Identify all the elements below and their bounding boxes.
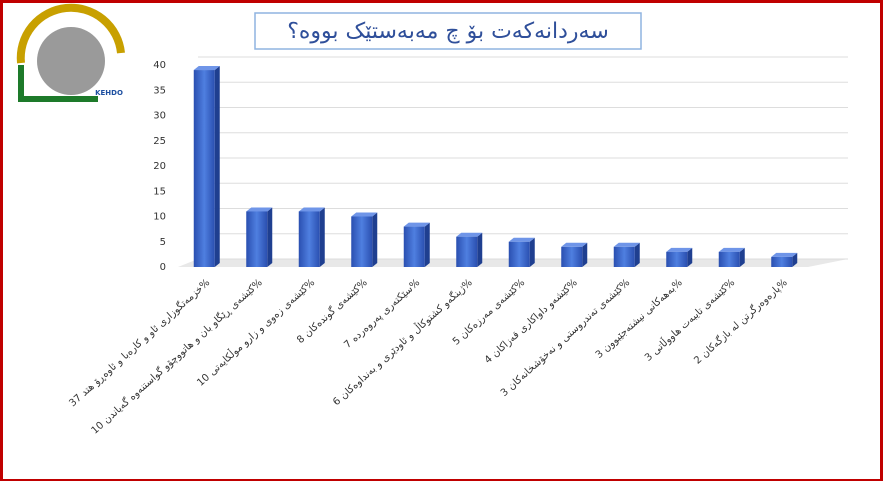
bar-side (529, 237, 535, 267)
bar-side (687, 247, 693, 267)
logo-base (18, 65, 98, 102)
bar (298, 207, 325, 267)
bar-side (267, 207, 273, 267)
title-box (254, 12, 642, 50)
bar (561, 242, 588, 267)
y-tick-label: 30 (153, 111, 166, 122)
bar-side (582, 242, 588, 267)
bar-side (372, 212, 378, 267)
bar-side (792, 252, 798, 267)
y-tick-label: 10 (153, 212, 166, 223)
y-tick-label: 40 (153, 60, 166, 71)
bar-front (456, 236, 478, 267)
bar-top (771, 252, 798, 257)
y-tick-label: 0 (160, 262, 166, 273)
bar-side (739, 247, 745, 267)
bar-front (193, 70, 215, 267)
bar-top (298, 207, 325, 212)
y-tick-label: 35 (153, 85, 166, 96)
bar-front (666, 251, 688, 267)
y-tick-label: 15 (153, 186, 166, 197)
bar-front (613, 246, 635, 267)
bar-front (718, 251, 740, 267)
y-tick-label: 20 (153, 161, 166, 172)
x-tick-label: پارەوەرگرتن لە بازگەکان 2% (692, 277, 790, 367)
chart-title: سەردانەکەت بۆ چ مەبەستێک بووە؟ (287, 19, 609, 44)
bar (718, 247, 745, 267)
x-tick-label: بەهەکانی نیشتەجێبوون 3% (594, 277, 685, 361)
logo-text: KEHDO (95, 89, 123, 97)
bar-top (508, 237, 535, 242)
bar (193, 66, 220, 267)
bar-top (403, 222, 430, 227)
bar-top (456, 232, 483, 237)
x-tick-label: کێشەو داواکاری قەزاکان 4% (483, 277, 580, 366)
bar-top (193, 66, 220, 71)
bar-top (246, 207, 273, 212)
bar-front (246, 211, 268, 267)
bar-front (403, 226, 425, 267)
x-tick-label: کێشەی تایبەت هاووڵاتی 3% (642, 276, 738, 364)
logo-arc (16, 3, 125, 64)
bar-front (351, 216, 373, 267)
bar-top (718, 247, 745, 252)
bar-front (561, 246, 583, 267)
bar (456, 232, 483, 267)
y-tick-label: 25 (153, 136, 166, 147)
bar (403, 222, 430, 267)
y-tick-label: 5 (160, 237, 166, 248)
bar (771, 252, 798, 267)
bar-top (666, 247, 693, 252)
bar (613, 242, 640, 267)
bar-front (508, 241, 530, 267)
bar-side (214, 66, 220, 267)
bar-top (351, 212, 378, 217)
bar-side (634, 242, 640, 267)
logo: KEHDO (16, 3, 125, 102)
bar-side (319, 207, 325, 267)
x-tick-label: کێشەی ڕێگاو بان و هاتووچۆو گواستنەوە گەی… (89, 277, 265, 437)
bar-side (424, 222, 430, 267)
bar (666, 247, 693, 267)
bar-front (298, 211, 320, 267)
bar (246, 207, 273, 267)
bar (508, 237, 535, 267)
logo-circle (37, 27, 105, 95)
bar-top (613, 242, 640, 247)
bar (351, 212, 378, 267)
bar-side (477, 232, 483, 267)
bar-top (561, 242, 588, 247)
chart: KEHDO سەردانەکەت بۆ چ مەبەستێک بووە؟ 0 5 1… (16, 3, 848, 437)
bar-front (771, 256, 793, 267)
